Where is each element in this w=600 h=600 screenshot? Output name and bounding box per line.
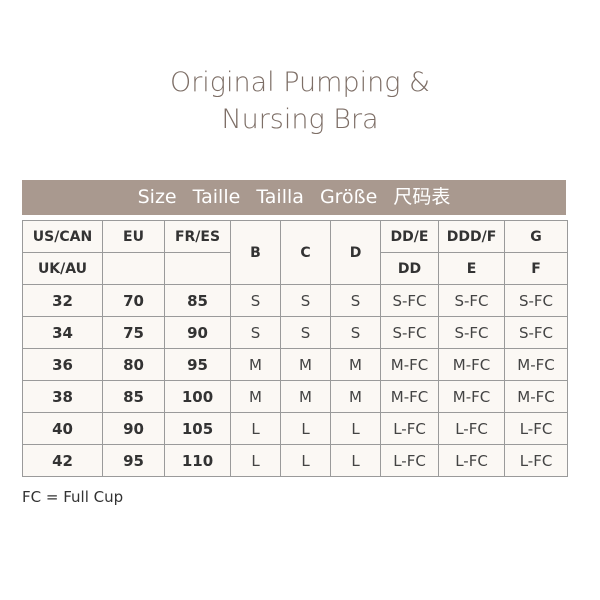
table-cell: 70 [102, 284, 165, 317]
table-row: 32 70 85 S S S S-FC S-FC S-FC [22, 284, 568, 317]
size-header-band: Size Taille Tailla Größe 尺码表 [22, 180, 566, 215]
table-cell: EU [102, 220, 165, 253]
header-row: US/CAN EU FR/ES B C D DD/E DDD/F G [22, 220, 568, 285]
table-cell: 90 [164, 316, 231, 349]
table-cell [102, 252, 165, 285]
table-cell: S-FC [438, 284, 505, 317]
table-cell: S-FC [504, 316, 568, 349]
table-cell: 34 [22, 316, 103, 349]
table-cell: 105 [164, 412, 231, 445]
table-cell: L-FC [504, 444, 568, 477]
table-cell: F [504, 252, 568, 285]
header-row: UK/AU DD E F [22, 252, 568, 285]
table-cell: L-FC [380, 412, 439, 445]
table-cell: S-FC [504, 284, 568, 317]
table-cell: M-FC [380, 348, 439, 381]
table-cell: FR/ES [164, 220, 231, 253]
table-cell: DD [380, 252, 439, 285]
table-cell: L [280, 444, 331, 477]
table-cell: S-FC [380, 284, 439, 317]
table-cell: M [230, 380, 281, 413]
table-cell: 90 [102, 412, 165, 445]
table-cell: G [504, 220, 568, 253]
table-cell: L-FC [438, 444, 505, 477]
table-cell: M-FC [504, 380, 568, 413]
table-cell: 40 [22, 412, 103, 445]
table-cell: 85 [164, 284, 231, 317]
table-cell: 100 [164, 380, 231, 413]
table-cell: L [230, 444, 281, 477]
table-cell: C [280, 220, 331, 285]
table-cell: L [330, 412, 381, 445]
table-cell: DDD/F [438, 220, 505, 253]
footnote: FC = Full Cup [22, 488, 124, 506]
table-cell: B [230, 220, 281, 285]
table-cell: 42 [22, 444, 103, 477]
table-cell: S [280, 284, 331, 317]
table-cell: 75 [102, 316, 165, 349]
table-cell: M-FC [438, 380, 505, 413]
table-cell: 95 [102, 444, 165, 477]
size-chart-table: US/CAN EU FR/ES B C D DD/E DDD/F G UK/AU DD E F 32 70 8… [22, 220, 568, 477]
table-row: 42 95 110 L L L L-FC L-FC L-FC [22, 444, 568, 477]
table-cell: L [230, 412, 281, 445]
table-cell: L-FC [380, 444, 439, 477]
table-row: 34 75 90 S S S S-FC S-FC S-FC [22, 316, 568, 349]
table-cell: 38 [22, 380, 103, 413]
table-cell: 110 [164, 444, 231, 477]
table-cell: M [330, 348, 381, 381]
table-cell: 80 [102, 348, 165, 381]
table-cell [164, 252, 231, 285]
table-cell: M-FC [438, 348, 505, 381]
table-cell: L-FC [504, 412, 568, 445]
table-cell: S [230, 284, 281, 317]
table-cell: 95 [164, 348, 231, 381]
table-cell: M-FC [504, 348, 568, 381]
table-cell: UK/AU [22, 252, 103, 285]
table-cell: S [330, 316, 381, 349]
table-cell: S [280, 316, 331, 349]
table-cell: L-FC [438, 412, 505, 445]
table-cell: M [230, 348, 281, 381]
table-cell: M-FC [380, 380, 439, 413]
table-cell: M [330, 380, 381, 413]
table-cell: S [230, 316, 281, 349]
table-cell: 85 [102, 380, 165, 413]
table-row: 40 90 105 L L L L-FC L-FC L-FC [22, 412, 568, 445]
table-cell: US/CAN [22, 220, 103, 253]
table-cell: L [280, 412, 331, 445]
table-cell: M [280, 380, 331, 413]
table-row: 38 85 100 M M M M-FC M-FC M-FC [22, 380, 568, 413]
table-cell: E [438, 252, 505, 285]
title-line-2: Nursing Bra [221, 104, 379, 135]
table-cell: 32 [22, 284, 103, 317]
table-cell: M [280, 348, 331, 381]
table-row: 36 80 95 M M M M-FC M-FC M-FC [22, 348, 568, 381]
table-cell: D [330, 220, 381, 285]
title-line-1: Original Pumping & [169, 67, 431, 98]
table-cell: 36 [22, 348, 103, 381]
table-cell: S-FC [380, 316, 439, 349]
page-title: Original Pumping & Nursing Bra [0, 64, 600, 138]
table-cell: L [330, 444, 381, 477]
table-cell: DD/E [380, 220, 439, 253]
table-cell: S-FC [438, 316, 505, 349]
table-cell: S [330, 284, 381, 317]
